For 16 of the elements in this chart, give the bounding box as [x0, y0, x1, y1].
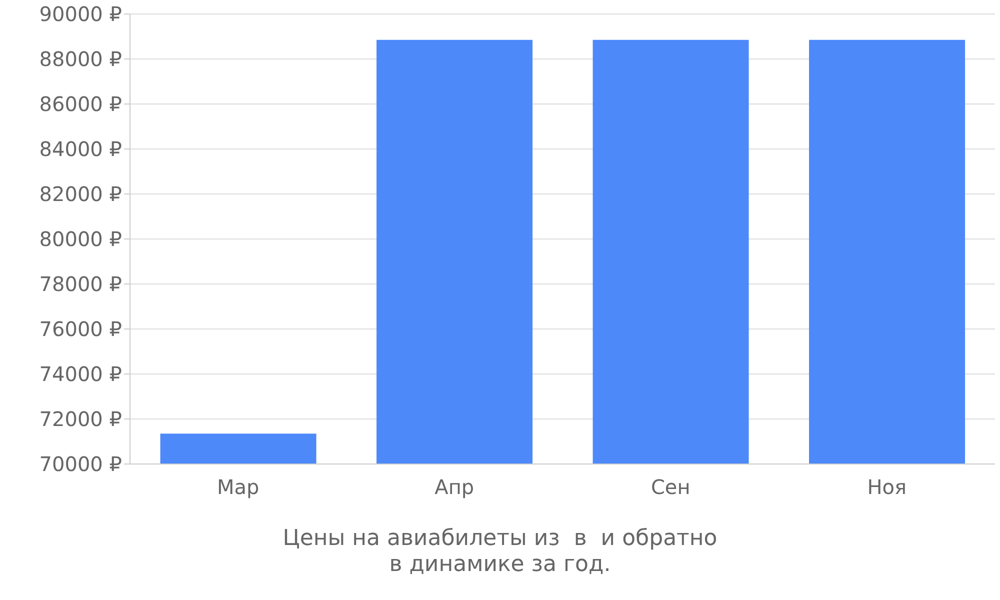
x-tick-label: Апр	[434, 475, 474, 500]
y-tick-label: 74000 ₽	[39, 362, 122, 386]
y-tick-label: 76000 ₽	[39, 317, 122, 342]
y-tick-label: 80000 ₽	[39, 227, 122, 252]
y-tick-label: 88000 ₽	[39, 47, 122, 72]
y-tick-label: 86000 ₽	[39, 92, 122, 116]
y-tick-label: 84000 ₽	[39, 137, 122, 162]
y-tick-label: 90000 ₽	[39, 2, 122, 26]
x-tick-label: Сен	[650, 475, 690, 500]
y-tick-label: 82000 ₽	[39, 182, 122, 206]
text: Цены на авиабилеты из в и обратно в динамике за год.	[282, 526, 718, 578]
x-tick-label: Ноя	[867, 475, 907, 500]
y-tick-label: 78000 ₽	[39, 272, 122, 296]
x-tick-label: Мар	[217, 475, 260, 500]
y-tick-label: 70000 ₽	[39, 452, 122, 476]
y-tick-label: 72000 ₽	[39, 407, 122, 432]
